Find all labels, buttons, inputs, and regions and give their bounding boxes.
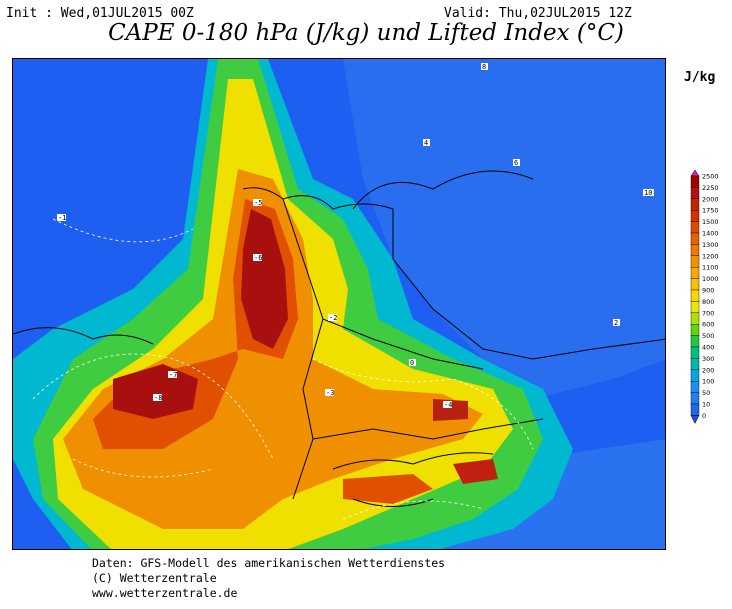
legend-label: 1200	[702, 252, 719, 260]
li-label: -7	[169, 371, 177, 379]
cape-core-north	[241, 209, 288, 349]
legend-swatch	[690, 380, 700, 393]
cape-map: -1 -5 -6 -8 -7 -4 -3 -2 0 6 8 10 4 2	[12, 58, 666, 550]
legend-label: 600	[702, 321, 714, 329]
legend-label: 1300	[702, 241, 719, 249]
legend-swatch	[690, 187, 700, 199]
legend-label: 50	[702, 389, 710, 397]
legend-swatch	[690, 175, 700, 188]
legend-label: 400	[702, 344, 714, 352]
legend-swatch	[690, 369, 700, 382]
legend-swatch	[690, 244, 700, 257]
footer-url: www.wetterzentrale.de	[92, 586, 238, 600]
coastline	[13, 170, 665, 507]
legend-label: 700	[702, 309, 714, 317]
legend-unit: J/kg	[684, 70, 716, 85]
legend-swatch	[690, 358, 700, 370]
legend-swatch	[690, 392, 700, 405]
legend-label: 2500	[702, 173, 719, 181]
legend-swatch	[690, 289, 700, 302]
li-label: 6	[514, 159, 518, 167]
li-label: -6	[254, 254, 262, 262]
legend-label: 300	[702, 355, 714, 363]
legend-label: 800	[702, 298, 714, 306]
cape-field: -1 -5 -6 -8 -7 -4 -3 -2 0 6 8 10 4 2	[13, 59, 665, 549]
legend-label: 0	[702, 412, 706, 420]
valid-time: Valid: Thu,02JUL2015 12Z	[444, 6, 632, 21]
li-label: 8	[482, 63, 486, 71]
li-label: -5	[254, 199, 262, 207]
li-label: -1	[58, 214, 66, 222]
color-legend: 2500225020001750150014001300120011001000…	[690, 170, 719, 424]
legend-label: 2000	[702, 195, 719, 203]
legend-swatch	[690, 210, 700, 222]
legend-label: 1000	[702, 275, 719, 283]
li-contours	[32, 218, 534, 520]
li-label: -3	[326, 389, 334, 397]
cape-core-east	[433, 399, 468, 421]
legend-swatch	[690, 198, 700, 211]
legend-label: 1400	[702, 230, 719, 238]
legend-label: 500	[702, 332, 714, 340]
legend-swatch	[690, 323, 700, 336]
legend-label: 1750	[702, 207, 719, 215]
legend-swatch	[690, 232, 700, 245]
li-label: 2	[614, 319, 618, 327]
legend-label: 200	[702, 366, 714, 374]
legend-arrow-bottom	[690, 415, 700, 424]
legend-label: 100	[702, 378, 714, 386]
legend-label: 1500	[702, 218, 719, 226]
li-label: -8	[154, 394, 162, 402]
legend-label: 900	[702, 287, 714, 295]
li-label: 0	[410, 359, 414, 367]
legend-swatch	[690, 335, 700, 348]
li-label: 10	[644, 189, 652, 197]
cape-core-southeast	[453, 459, 498, 484]
legend-swatch	[690, 403, 700, 416]
legend-swatch	[690, 312, 700, 325]
footer-copyright: (C) Wetterzentrale	[92, 571, 217, 585]
legend-label: 10	[702, 401, 710, 409]
init-time: Init : Wed,01JUL2015 00Z	[6, 6, 194, 21]
legend-swatch	[690, 266, 700, 279]
legend-label: 2250	[702, 184, 719, 192]
legend-swatch	[690, 278, 700, 291]
li-label: -4	[444, 401, 452, 409]
map-title: CAPE 0-180 hPa (J/kg) und Lifted Index (…	[108, 20, 624, 46]
legend-arrow-top	[690, 170, 700, 177]
legend-swatch	[690, 255, 700, 268]
legend-swatch	[690, 301, 700, 313]
li-label: -2	[329, 314, 337, 322]
footer-data-source: Daten: GFS-Modell des amerikanischen Wet…	[92, 556, 446, 570]
legend-swatch	[690, 346, 700, 359]
legend-label: 1100	[702, 264, 719, 272]
cape-core-south	[343, 474, 433, 504]
li-label: 4	[424, 139, 428, 147]
legend-swatch	[690, 221, 700, 234]
